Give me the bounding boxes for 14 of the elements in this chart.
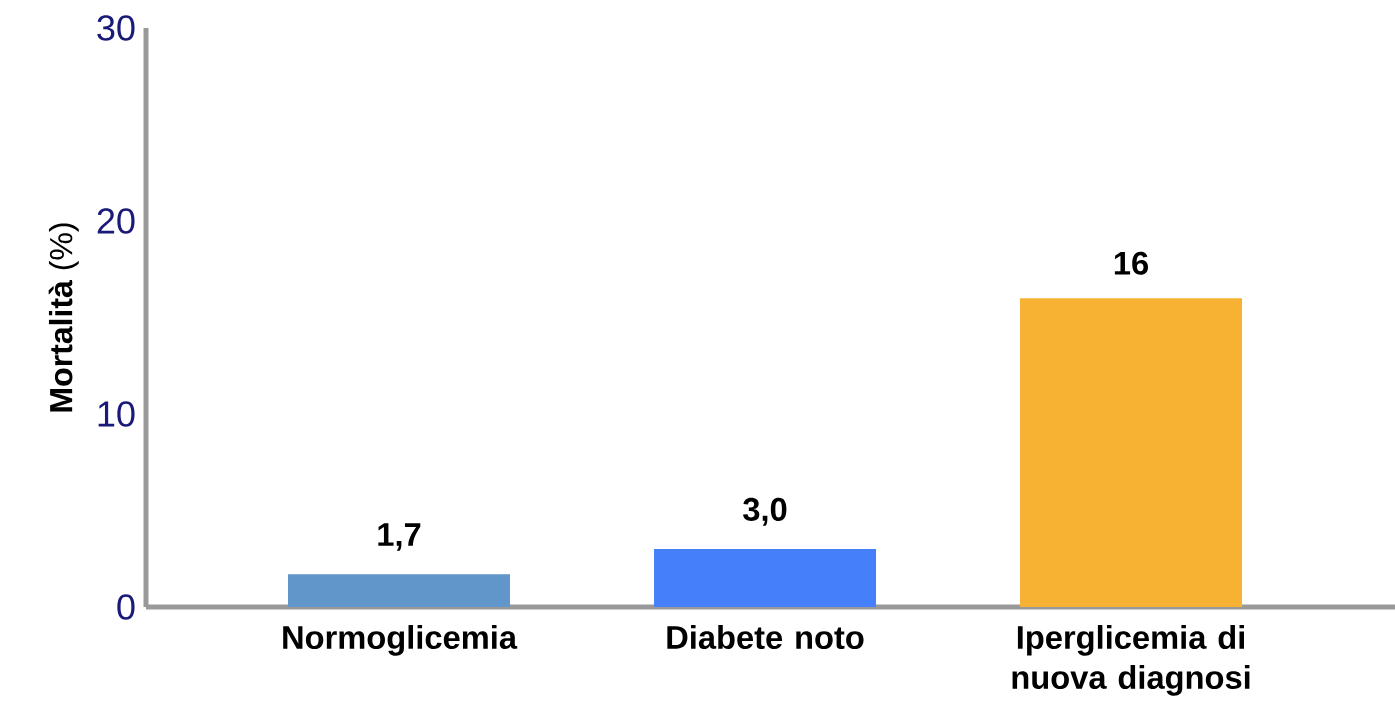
y-axis-title: Mortalità (%) [48, 223, 79, 412]
y-tick-label: 30 [97, 15, 135, 41]
data-label: 3,0 [743, 497, 787, 526]
data-label: 1,7 [378, 523, 421, 551]
x-tick-label: Normoglicemia [283, 625, 518, 656]
x-tick-label: Iperglicemia di nuova diagnosi [1012, 625, 1250, 696]
y-tick-label: 20 [97, 208, 135, 234]
y-tick-label: 0 [117, 594, 135, 620]
data-label: 16 [1114, 251, 1148, 275]
y-tick-label: 10 [98, 401, 135, 427]
x-tick-label: Diabete noto [667, 625, 864, 650]
bar [288, 574, 511, 607]
bar [654, 549, 877, 607]
bar [1020, 298, 1243, 607]
